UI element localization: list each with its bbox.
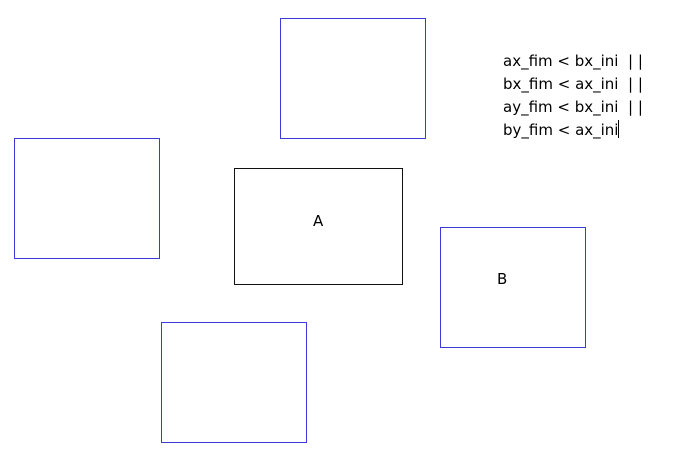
overlap-condition-text[interactable]: ax_fim < bx_ini | | bx_fim < ax_ini | | ay… — [503, 50, 643, 142]
bottom-rectangle[interactable] — [161, 322, 307, 443]
condition-expression: by_fim < ax_ini — [503, 121, 619, 139]
rectangle-b-label: B — [497, 270, 508, 288]
rectangle-b[interactable] — [440, 227, 586, 348]
or-operator: | | — [628, 52, 643, 70]
text-cursor — [618, 120, 620, 138]
rectangle-a[interactable] — [234, 168, 403, 285]
condition-expression: bx_fim < ax_ini — [503, 75, 619, 93]
condition-line: bx_fim < ax_ini | | — [503, 73, 643, 96]
or-operator: | | — [628, 98, 643, 116]
condition-line: by_fim < ax_ini — [503, 119, 643, 142]
condition-expression: ay_fim < bx_ini — [503, 98, 619, 116]
or-operator: | | — [628, 75, 643, 93]
condition-line: ay_fim < bx_ini | | — [503, 96, 643, 119]
left-rectangle[interactable] — [14, 138, 160, 259]
condition-line: ax_fim < bx_ini | | — [503, 50, 643, 73]
condition-expression: ax_fim < bx_ini — [503, 52, 619, 70]
rectangle-a-label: A — [313, 212, 324, 230]
top-rectangle[interactable] — [280, 18, 426, 139]
